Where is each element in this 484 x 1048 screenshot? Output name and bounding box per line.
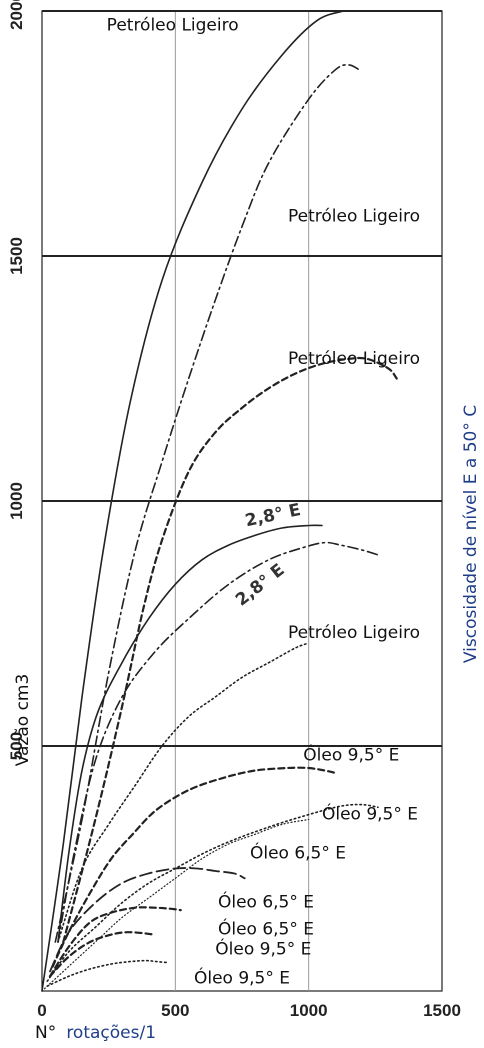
series-2-line [54,64,361,943]
curve-label-9: Óleo 6,5° E [250,842,346,864]
y-tick-label-1500: 1500 [7,237,26,275]
x-axis-label-prefix: N° [35,1023,56,1043]
curve-label-12: Óleo 9,5° E [215,937,311,959]
curve-label-2: Petróleo Ligeiro [288,207,420,227]
x-tick-label-1000: 1000 [290,1001,328,1020]
curve-label-7: Óleo 9,5° E [303,744,399,766]
y-axis-label: Vazão cm3 [13,674,33,767]
series-6-line [57,642,310,943]
series-3-line [62,356,398,944]
curve-label-13: Óleo 9,5° E [194,967,290,989]
series-12-line [46,959,169,987]
x-tick-label-1500: 1500 [423,1001,461,1020]
curve-label-11: Óleo 6,5° E [218,918,314,940]
band-lines [42,10,442,747]
x-axis-label-main: rotações/1 [66,1023,156,1043]
x-axis-ticks: 0 500 1000 1500 [37,1001,461,1020]
curve-label-1: Petróleo Ligeiro [107,16,239,36]
series-8-line [46,803,379,982]
right-axis-label: Viscosidade de nível E a 50° C [461,405,481,663]
y-tick-label-500: 500 [7,732,26,760]
series-11-line [48,931,156,978]
x-axis-label: N° rotações/1 [35,1023,156,1043]
series-9-line [49,867,246,973]
series-5-line [57,541,379,943]
x-tick-label-500: 500 [161,1001,189,1020]
y-axis-ticks: 500 1000 1500 2000 [7,0,26,760]
curve-label-10: Óleo 6,5° E [218,891,314,913]
series-10-line [48,906,182,978]
curve-label-5: 2,8° E [232,560,289,610]
series-13-line [41,818,310,992]
curve-label-6: Petróleo Ligeiro [288,623,420,643]
y-tick-label-2000: 2000 [7,0,26,30]
curve-label-8: Óleo 9,5° E [322,803,418,825]
curves [41,10,398,992]
annotations: Petróleo Ligeiro Petróleo Ligeiro Petróleo… [107,16,420,989]
curve-label-3: Petróleo Ligeiro [288,349,420,369]
series-4-line [57,524,323,943]
x-tick-label-0: 0 [37,1001,46,1020]
series-7-line [51,766,337,968]
series-1-line [41,10,345,992]
y-tick-label-1000: 1000 [7,482,26,520]
